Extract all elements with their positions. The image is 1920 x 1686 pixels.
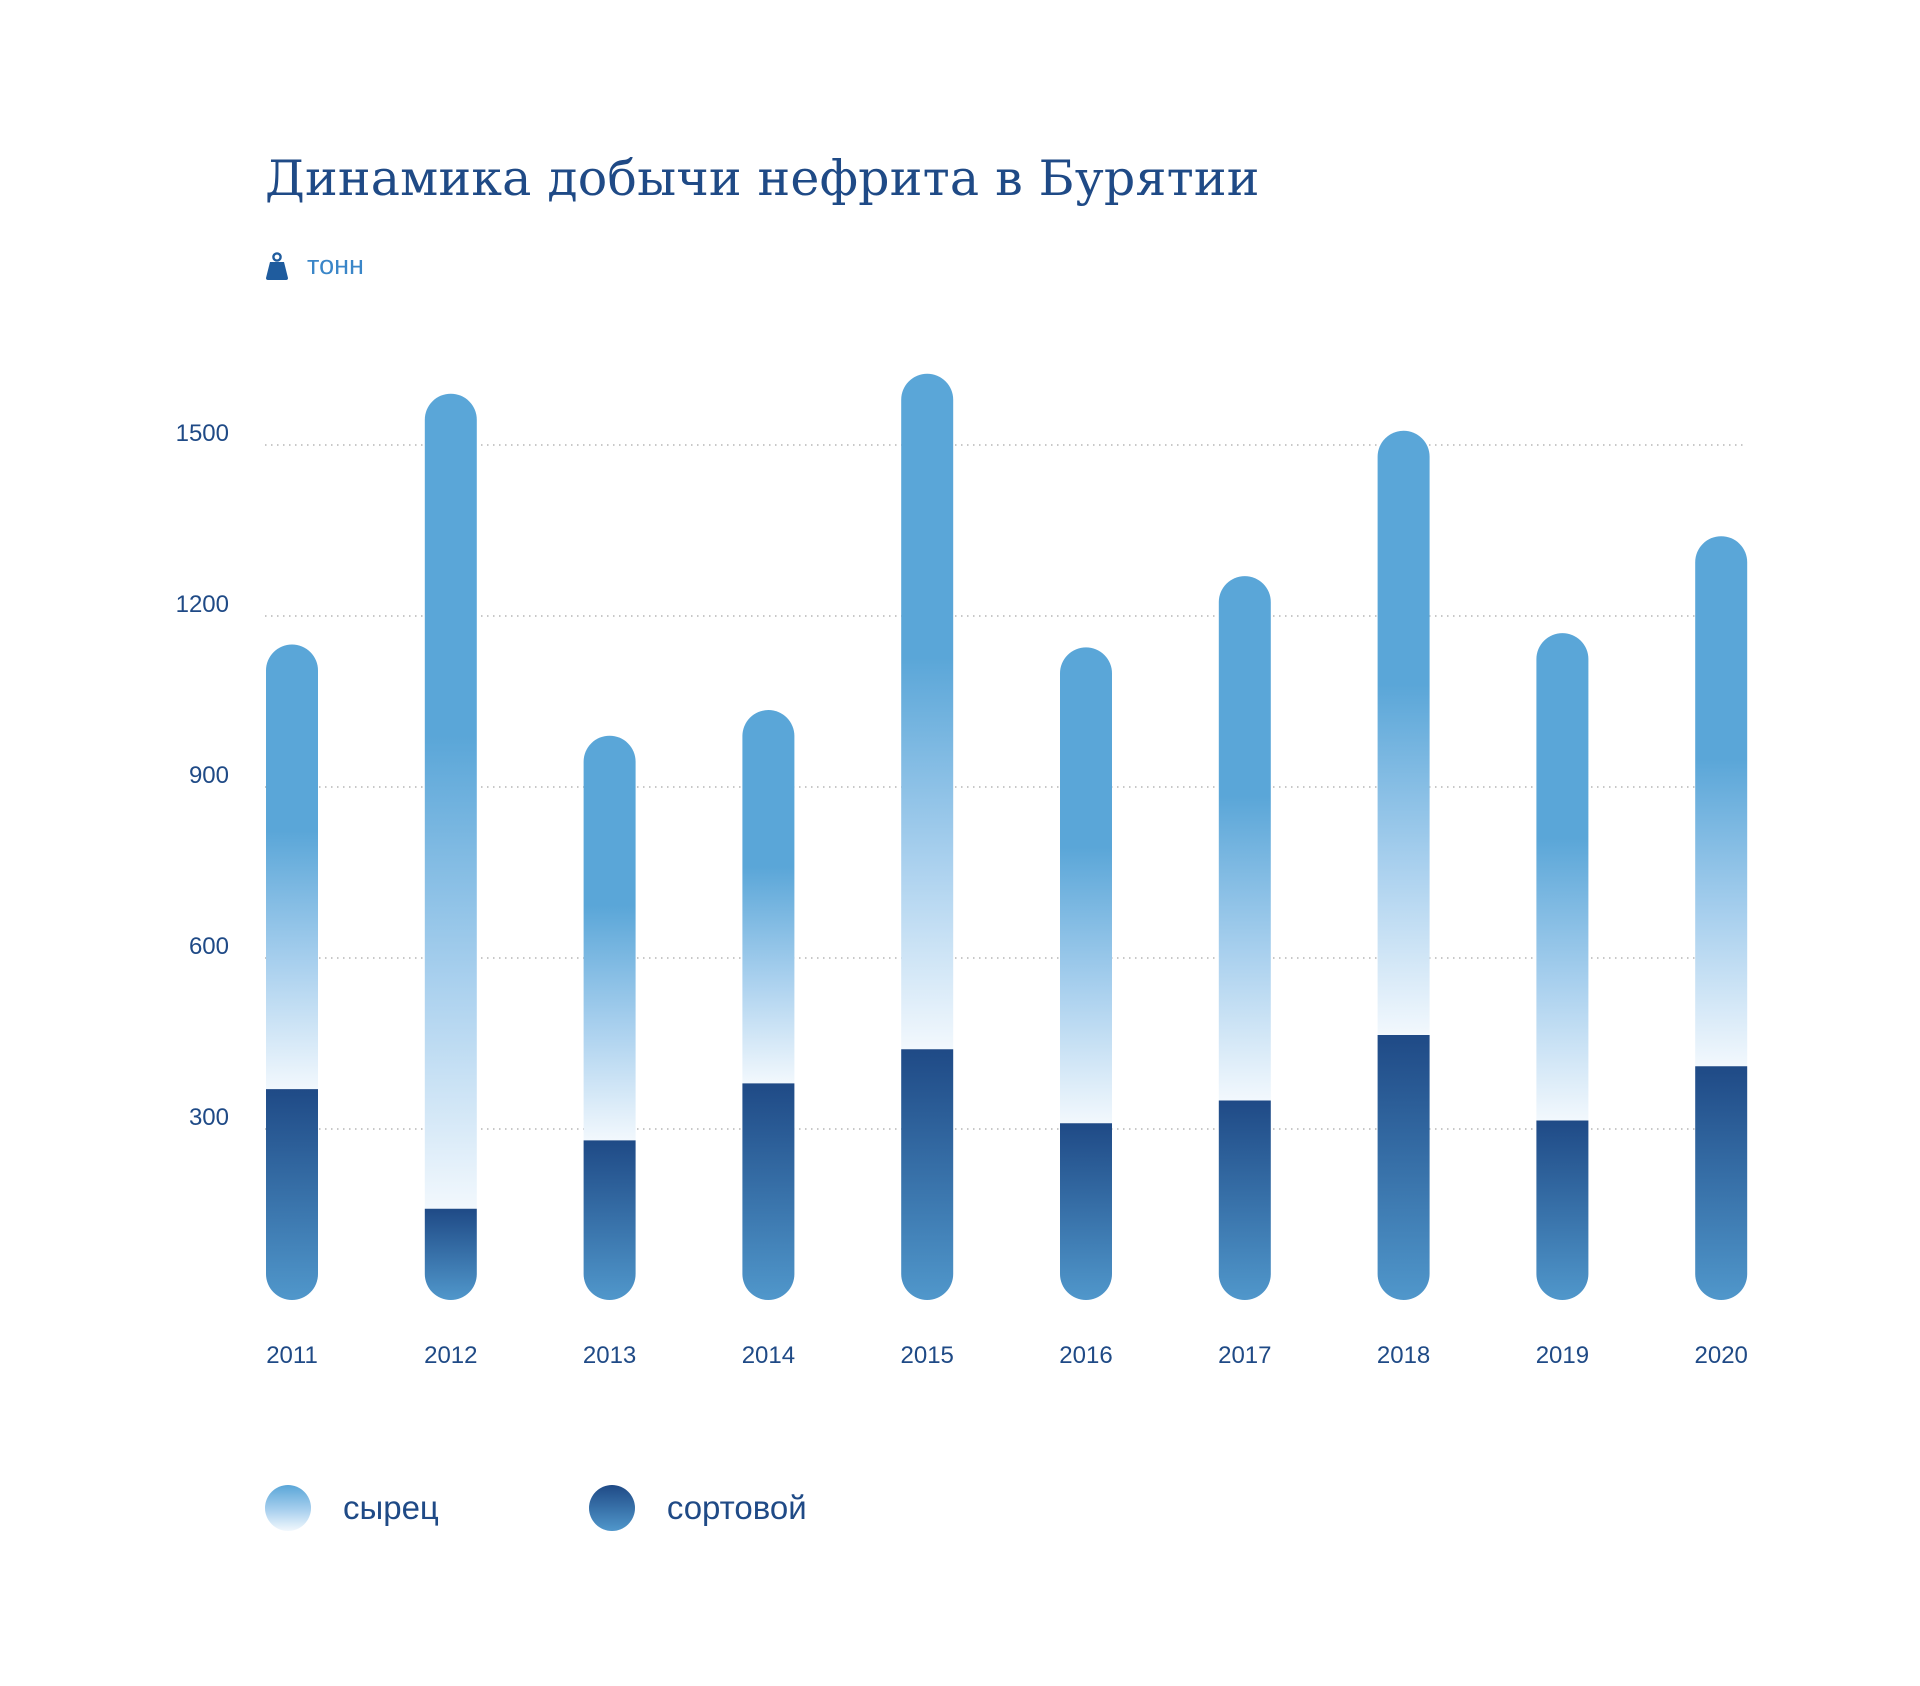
- legend-item-sort: сортовой: [588, 1485, 807, 1531]
- bar-sort-2012: [424, 1208, 477, 1300]
- legend: сырец сортовой: [265, 1485, 807, 1531]
- bar-raw-2017: [1218, 576, 1271, 1101]
- bar-sort-2018: [1377, 1034, 1430, 1300]
- x-tick-label: 2017: [1218, 1342, 1271, 1369]
- unit-label: тонн: [265, 250, 364, 281]
- legend-item-raw: сырец: [265, 1485, 439, 1531]
- x-tick-label: 2020: [1695, 1342, 1748, 1369]
- bar-raw-2019: [1536, 633, 1589, 1121]
- bar-raw-2014: [742, 710, 795, 1084]
- bar-sort-2019: [1536, 1120, 1589, 1300]
- x-tick-label: 2014: [742, 1342, 795, 1369]
- legend-swatch-raw: [265, 1485, 311, 1531]
- x-tick-label: 2015: [901, 1342, 954, 1369]
- x-tick-label: 2011: [266, 1342, 318, 1369]
- bar-sort-2016: [1060, 1123, 1112, 1300]
- bar-sort-2017: [1218, 1100, 1271, 1300]
- y-tick-label: 300: [189, 1104, 229, 1131]
- y-tick-label: 1500: [176, 420, 229, 447]
- unit-text: тонн: [307, 250, 364, 280]
- bar-raw-2020: [1695, 536, 1748, 1067]
- bar-raw-2013: [583, 735, 636, 1141]
- x-tick-label: 2013: [583, 1342, 636, 1369]
- y-tick-label: 600: [189, 933, 229, 960]
- legend-swatch-sort: [588, 1485, 635, 1531]
- bars-layer: [266, 373, 1748, 1300]
- y-tick-label: 900: [189, 762, 229, 789]
- x-tick-label: 2012: [424, 1342, 477, 1369]
- bar-raw-2011: [266, 644, 318, 1090]
- x-tick-label: 2018: [1377, 1342, 1430, 1369]
- x-tick-label: 2019: [1536, 1342, 1589, 1369]
- bar-raw-2015: [901, 373, 954, 1050]
- bar-raw-2012: [424, 393, 477, 1209]
- bar-sort-2011: [266, 1089, 318, 1300]
- labels-layer: 300 600 900 1200 1500 2011 2012 2013 2014 2015 201…: [176, 420, 1748, 1369]
- bar-raw-2016: [1060, 647, 1112, 1124]
- bar-sort-2014: [742, 1083, 795, 1300]
- chart-title: Динамика добычи нефрита в Бурятии: [265, 150, 1260, 207]
- weight-icon: [266, 251, 288, 280]
- legend-label-raw: сырец: [343, 1489, 439, 1526]
- bar-chart: 300 600 900 1200 1500 2011 2012 2013 2014 2015 201…: [176, 373, 1748, 1369]
- bar-sort-2020: [1695, 1066, 1748, 1300]
- bar-sort-2013: [583, 1140, 636, 1300]
- x-tick-label: 2016: [1059, 1342, 1112, 1369]
- legend-label-sort: сортовой: [666, 1489, 807, 1526]
- grid-layer: [265, 444, 1745, 1130]
- y-tick-label: 1200: [176, 591, 229, 618]
- bar-raw-2018: [1377, 430, 1430, 1035]
- bar-sort-2015: [901, 1049, 954, 1300]
